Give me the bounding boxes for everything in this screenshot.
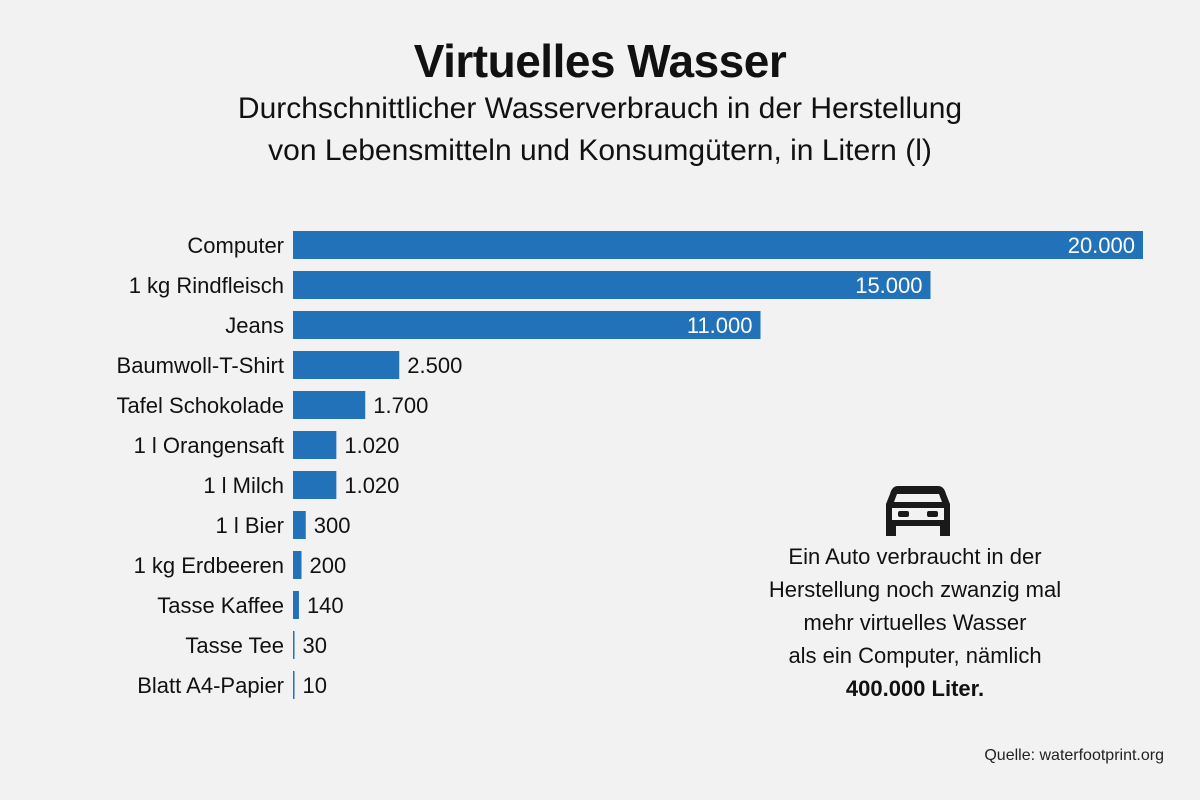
chart-subtitle-line-2: von Lebensmitteln und Konsumgütern, in L… — [268, 134, 932, 167]
bar — [293, 631, 295, 659]
bar — [293, 271, 931, 299]
data-label: 1.020 — [344, 433, 399, 458]
car-note: Ein Auto verbraucht in der Herstellung n… — [700, 540, 1130, 705]
note-line-4: als ein Computer, nämlich — [788, 643, 1042, 668]
data-label: 10 — [303, 673, 327, 698]
data-label: 20.000 — [1068, 233, 1135, 258]
category-label: 1 kg Rindfleisch — [129, 273, 284, 298]
bar — [293, 511, 306, 539]
note-line-2: Herstellung noch zwanzig mal — [768, 577, 1062, 602]
data-label: 1.700 — [373, 393, 428, 418]
car-icon — [886, 486, 950, 536]
chart-title: Virtuelles Wasser — [413, 35, 787, 87]
bar — [293, 671, 295, 699]
bar — [293, 391, 366, 419]
bar — [293, 551, 302, 579]
data-label: 2.500 — [407, 353, 462, 378]
category-label: Baumwoll-T-Shirt — [117, 353, 284, 378]
bar — [293, 311, 761, 339]
category-label: Tafel Schokolade — [116, 393, 284, 418]
data-label: 300 — [314, 513, 351, 538]
data-label: 15.000 — [855, 273, 922, 298]
data-label: 30 — [303, 633, 327, 658]
data-label: 140 — [307, 593, 344, 618]
data-label: 1.020 — [344, 473, 399, 498]
bar — [293, 351, 400, 379]
source-credit: Quelle: waterfootprint.org — [984, 747, 1164, 764]
note-highlight: 400.000 Liter. — [845, 676, 985, 701]
chart-subtitle-line-1: Durchschnittlicher Wasserverbrauch in de… — [237, 92, 963, 125]
bar — [293, 431, 337, 459]
bar — [293, 231, 1143, 259]
data-label: 200 — [310, 553, 347, 578]
note-line-3: mehr virtuelles Wasser — [803, 610, 1027, 635]
category-label: Jeans — [225, 313, 284, 338]
bar — [293, 471, 337, 499]
bar-chart: Computer 20.000 1 kg Rindfleisch 15.000 Jean… — [116, 231, 1143, 699]
category-label: 1 l Bier — [216, 513, 284, 538]
category-label: Tasse Kaffee — [157, 593, 284, 618]
category-label: Blatt A4-Papier — [137, 673, 284, 698]
note-line-1: Ein Auto verbraucht in der — [788, 544, 1042, 569]
bar — [293, 591, 299, 619]
data-label: 11.000 — [687, 313, 753, 338]
category-label: 1 l Milch — [203, 473, 284, 498]
category-label: 1 l Orangensaft — [134, 433, 284, 458]
category-label: Tasse Tee — [185, 633, 284, 658]
category-label: 1 kg Erdbeeren — [134, 553, 284, 578]
category-label: Computer — [187, 233, 284, 258]
